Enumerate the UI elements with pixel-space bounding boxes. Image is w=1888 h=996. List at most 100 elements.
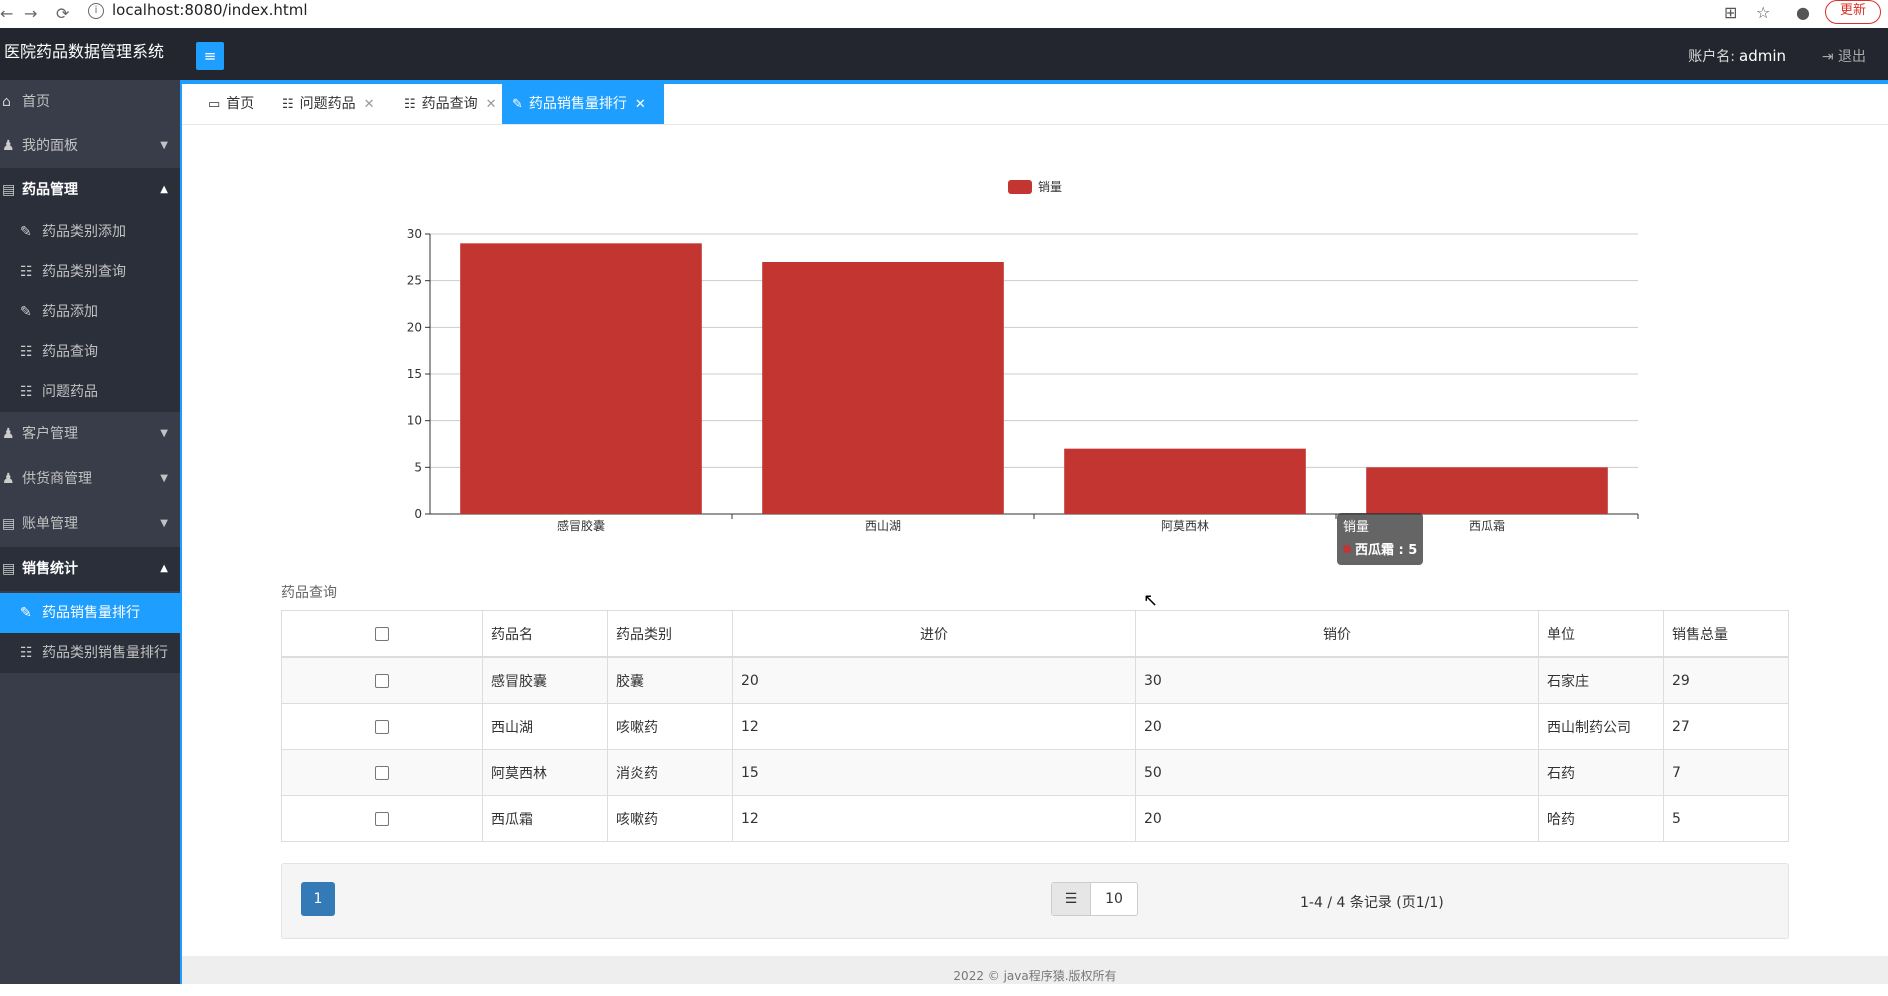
- browser-toolbar: ← → ⟳ i localhost:8080/index.html ⊞ ☆ ● 更…: [0, 0, 1888, 29]
- sidebar-item-label: 账单管理: [22, 516, 78, 532]
- cell-name: 西山湖: [482, 703, 608, 750]
- x-tick-label: 西瓜霜: [1469, 519, 1505, 533]
- logout-icon: ⇥: [1821, 49, 1834, 65]
- sidebar-item-label: 我的面板: [22, 138, 78, 154]
- menu-toggle-button[interactable]: ≡: [196, 42, 224, 70]
- tab-drug-sales-ranking[interactable]: ✎ 药品销售量排行 ✕: [502, 84, 664, 124]
- sidebar-item-category-query[interactable]: ☷ 药品类别查询: [0, 252, 180, 292]
- close-icon[interactable]: ✕: [363, 97, 375, 112]
- list-view-icon[interactable]: ☰: [1052, 883, 1091, 915]
- page-size-selector[interactable]: ☰ 10: [1051, 882, 1138, 916]
- cell-sale-price: 20: [1135, 795, 1539, 842]
- user-icon: ♟: [2, 138, 15, 154]
- address-bar[interactable]: i localhost:8080/index.html: [88, 0, 308, 24]
- tab-home[interactable]: ▭ 首页: [198, 84, 264, 124]
- back-icon[interactable]: ←: [0, 4, 14, 23]
- column-header-total-sales[interactable]: 销售总量: [1663, 610, 1789, 658]
- cell-sale-price: 20: [1135, 703, 1539, 750]
- row-checkbox[interactable]: [375, 673, 389, 688]
- sidebar-item-home[interactable]: ⌂ 首页: [0, 80, 180, 124]
- sidebar-item-drug-sales-ranking[interactable]: ✎ 药品销售量排行: [0, 593, 180, 633]
- info-icon[interactable]: i: [88, 2, 104, 19]
- select-all-cell: [281, 610, 483, 658]
- account-info: 账户名: admin: [1688, 46, 1786, 66]
- tooltip-box: [1337, 513, 1423, 565]
- sidebar-item-drug-query[interactable]: ☷ 药品查询: [0, 332, 180, 372]
- close-icon[interactable]: ✕: [485, 97, 497, 112]
- sidebar-item-bill-management[interactable]: ▤ 账单管理 ▼: [0, 502, 180, 546]
- tab-drug-query[interactable]: ☷ 药品查询 ✕: [394, 84, 507, 124]
- row-checkbox[interactable]: [375, 719, 389, 734]
- forward-icon[interactable]: →: [24, 4, 38, 23]
- sidebar-item-category-add[interactable]: ✎ 药品类别添加: [0, 212, 180, 252]
- row-checkbox[interactable]: [375, 765, 389, 780]
- page-button-current[interactable]: 1: [301, 882, 335, 916]
- cell-name: 阿莫西林: [482, 749, 608, 796]
- tooltip-title: 销量: [1343, 520, 1369, 535]
- select-all-checkbox[interactable]: [375, 626, 389, 641]
- column-header-unit[interactable]: 单位: [1538, 610, 1664, 658]
- chevron-up-icon: ▲: [160, 184, 168, 195]
- document-icon: ▤: [2, 182, 16, 198]
- column-header-name[interactable]: 药品名: [482, 610, 608, 658]
- column-header-cost-price[interactable]: 进价: [732, 610, 1136, 658]
- app-header: 医院药品数据管理系统 ≡ 账户名: admin ⇥ 退出: [0, 28, 1888, 80]
- monitor-icon: ▭: [208, 97, 221, 112]
- tab-problem-drugs[interactable]: ☷ 问题药品 ✕: [272, 84, 385, 124]
- sidebar-item-my-panel[interactable]: ♟ 我的面板 ▼: [0, 124, 180, 168]
- list-icon: ☷: [404, 97, 416, 112]
- tooltip-item: 西瓜霜 : 5: [1355, 543, 1417, 558]
- pagination-bar: 1 ☰ 10 1-4 / 4 条记录 (页1/1): [281, 863, 1789, 939]
- column-header-category[interactable]: 药品类别: [607, 610, 733, 658]
- sidebar: ⌂ 首页 ♟ 我的面板 ▼ ▤ 药品管理 ▲ ✎ 药品类别添加 ☷ 药品类别查询 ✎ 药品添…: [0, 80, 180, 984]
- cell-total-sales: 29: [1663, 656, 1789, 704]
- cell-unit: 石药: [1538, 749, 1664, 796]
- row-checkbox[interactable]: [375, 811, 389, 826]
- edit-icon: ✎: [20, 605, 32, 621]
- cell-category: 咳嗽药: [607, 703, 733, 750]
- cell-cost-price: 12: [732, 703, 1136, 750]
- sidebar-item-sales-statistics[interactable]: ▤ 销售统计 ▲: [0, 547, 180, 591]
- cell-name: 西瓜霜: [482, 795, 608, 842]
- bar: [762, 262, 1004, 514]
- header-accent-line: [180, 80, 1888, 84]
- sidebar-item-drug-add[interactable]: ✎ 药品添加: [0, 292, 180, 332]
- y-tick-label: 15: [407, 367, 422, 381]
- edit-icon: ✎: [512, 97, 523, 112]
- sidebar-item-supplier-management[interactable]: ♟ 供货商管理 ▼: [0, 457, 180, 501]
- table-row[interactable]: 西瓜霜 咳嗽药 12 20 哈药 5: [281, 795, 1789, 842]
- table-row[interactable]: 感冒胶囊 胶囊 20 30 石家庄 29: [281, 656, 1789, 704]
- tooltip-marker: [1343, 545, 1351, 553]
- close-icon[interactable]: ✕: [634, 97, 646, 112]
- cell-category: 咳嗽药: [607, 795, 733, 842]
- cell-cost-price: 20: [732, 656, 1136, 704]
- legend-label: 销量: [1038, 180, 1062, 194]
- bookmark-star-icon[interactable]: ☆: [1756, 3, 1771, 22]
- sidebar-item-label: 首页: [22, 94, 50, 110]
- tab-label: 首页: [226, 96, 255, 112]
- sidebar-item-drug-management[interactable]: ▤ 药品管理 ▲: [0, 168, 180, 212]
- profile-icon[interactable]: ●: [1796, 3, 1810, 22]
- table-header-row: 药品名 药品类别 进价 销价 单位 销售总量: [281, 610, 1789, 658]
- sidebar-item-label: 药品类别查询: [42, 264, 126, 280]
- table-row[interactable]: 西山湖 咳嗽药 12 20 西山制药公司 27: [281, 703, 1789, 750]
- column-header-sale-price[interactable]: 销价: [1135, 610, 1539, 658]
- browser-update-button[interactable]: 更新: [1825, 0, 1882, 24]
- y-tick-label: 30: [407, 227, 422, 241]
- list-icon: ☷: [20, 645, 33, 661]
- cell-cost-price: 12: [732, 795, 1136, 842]
- sidebar-item-label: 问题药品: [42, 384, 98, 400]
- table-row[interactable]: 阿莫西林 消炎药 15 50 石药 7: [281, 749, 1789, 796]
- translate-icon[interactable]: ⊞: [1724, 3, 1738, 22]
- sidebar-item-customer-management[interactable]: ♟ 客户管理 ▼: [0, 412, 180, 456]
- bar: [1366, 467, 1608, 514]
- logout-button[interactable]: ⇥ 退出: [1822, 46, 1866, 66]
- cell-total-sales: 5: [1663, 795, 1789, 842]
- sidebar-item-category-sales-ranking[interactable]: ☷ 药品类别销售量排行: [0, 633, 180, 673]
- sidebar-item-problem-drugs[interactable]: ☷ 问题药品: [0, 372, 180, 412]
- edit-icon: ✎: [20, 304, 32, 320]
- reload-icon[interactable]: ⟳: [56, 4, 70, 23]
- row-select-cell: [281, 749, 483, 796]
- page-size-value[interactable]: 10: [1105, 891, 1123, 907]
- bar: [1064, 448, 1306, 514]
